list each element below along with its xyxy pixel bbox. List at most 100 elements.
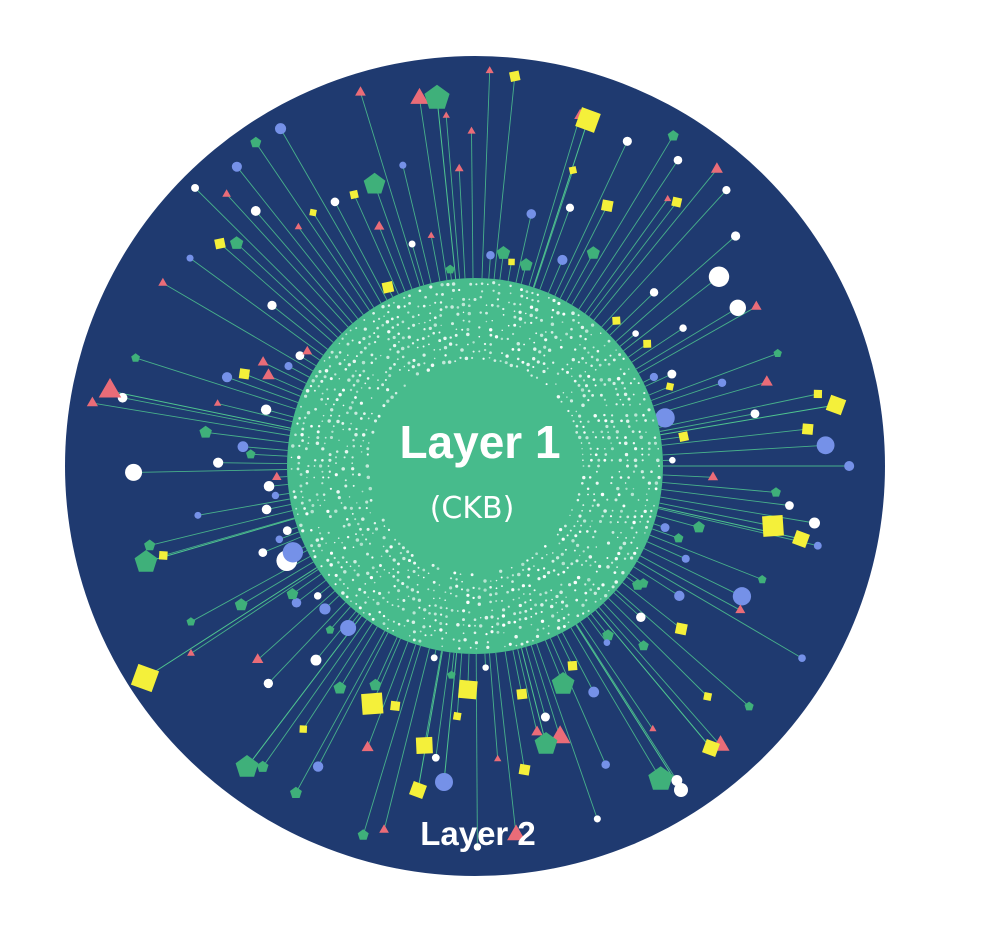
- texture-dot: [408, 294, 411, 298]
- texture-dot: [428, 343, 430, 346]
- texture-dot: [467, 343, 469, 346]
- texture-dot: [517, 572, 521, 577]
- texture-dot: [310, 509, 314, 514]
- texture-dot: [495, 579, 498, 582]
- texture-dot: [310, 424, 313, 428]
- texture-dot: [450, 305, 454, 309]
- node-white-circle: [632, 330, 639, 337]
- texture-dot: [433, 323, 438, 327]
- network-nodes: [86, 66, 855, 851]
- texture-dot: [439, 622, 443, 625]
- texture-dot: [555, 594, 559, 599]
- texture-dot: [321, 420, 324, 423]
- texture-dot: [606, 498, 609, 501]
- texture-dot: [599, 393, 603, 397]
- texture-dot: [604, 419, 608, 423]
- texture-dot: [338, 362, 342, 366]
- spoke-line: [623, 276, 720, 352]
- texture-dot: [422, 576, 425, 579]
- texture-dot: [597, 419, 601, 422]
- texture-dot: [355, 602, 358, 605]
- texture-dot: [346, 411, 349, 415]
- texture-dot: [337, 537, 340, 539]
- texture-dot: [432, 597, 435, 600]
- spoke-line: [557, 634, 573, 666]
- spoke-line: [517, 648, 538, 733]
- texture-dot: [567, 409, 570, 413]
- spoke-line: [189, 257, 324, 356]
- texture-dot: [323, 375, 327, 379]
- texture-dot: [325, 403, 327, 406]
- texture-dot: [584, 591, 588, 595]
- node-green-pentagon: [632, 579, 644, 590]
- node-yellow-square: [349, 189, 359, 200]
- texture-dot: [352, 438, 355, 442]
- texture-dot: [329, 563, 333, 567]
- texture-dot: [327, 419, 331, 423]
- texture-dot: [296, 422, 299, 425]
- texture-dot: [340, 566, 343, 569]
- texture-dot: [501, 585, 503, 588]
- texture-dot: [349, 329, 352, 332]
- node-yellow-square: [762, 515, 784, 537]
- texture-dot: [486, 641, 490, 644]
- texture-dot: [455, 584, 459, 588]
- node-yellow-square: [600, 199, 614, 212]
- texture-dot: [519, 325, 522, 328]
- texture-dot: [633, 377, 636, 381]
- texture-dot: [489, 600, 492, 604]
- texture-dot: [573, 580, 578, 585]
- texture-dot: [595, 546, 598, 548]
- node-yellow-square: [381, 280, 395, 294]
- texture-dot: [377, 317, 381, 321]
- texture-dot: [439, 301, 443, 304]
- texture-dot: [427, 335, 430, 338]
- texture-dot: [355, 370, 357, 372]
- texture-dot: [577, 493, 581, 496]
- node-green-pentagon: [186, 617, 196, 626]
- texture-dot: [334, 473, 338, 477]
- node-yellow-square: [643, 339, 652, 348]
- texture-dot: [416, 338, 419, 342]
- texture-dot: [647, 453, 650, 456]
- texture-dot: [328, 515, 332, 519]
- texture-dot: [582, 550, 585, 553]
- texture-dot: [580, 388, 585, 392]
- texture-dot: [516, 342, 521, 346]
- texture-dot: [569, 399, 574, 403]
- texture-dot: [392, 301, 395, 304]
- spoke-line: [190, 569, 319, 654]
- texture-dot: [459, 573, 462, 576]
- texture-dot: [636, 547, 639, 550]
- texture-dot: [310, 529, 313, 532]
- texture-dot: [431, 563, 435, 567]
- texture-dot: [371, 430, 375, 434]
- texture-dot: [366, 453, 369, 456]
- texture-dot: [540, 619, 545, 623]
- texture-dot: [315, 493, 319, 496]
- spoke-line: [525, 646, 546, 718]
- texture-dot: [341, 556, 345, 559]
- texture-dot: [536, 293, 539, 296]
- texture-dot: [397, 589, 401, 593]
- node-white-circle: [295, 351, 305, 361]
- texture-dot: [458, 639, 461, 642]
- spoke-line: [533, 170, 574, 288]
- node-green-pentagon: [256, 760, 269, 772]
- texture-dot: [411, 620, 416, 625]
- texture-dot: [332, 425, 335, 428]
- texture-dot: [591, 394, 594, 397]
- texture-dot: [478, 335, 481, 338]
- texture-dot: [560, 583, 563, 586]
- texture-dot: [632, 536, 635, 539]
- texture-dot: [344, 450, 349, 454]
- node-white-circle: [729, 299, 746, 317]
- texture-dot: [470, 573, 474, 577]
- texture-dot: [637, 382, 640, 385]
- node-green-pentagon: [586, 246, 600, 259]
- texture-dot: [362, 337, 366, 341]
- texture-dot: [533, 589, 536, 592]
- texture-dot: [444, 599, 446, 601]
- texture-dot: [302, 422, 305, 425]
- texture-dot: [454, 333, 458, 337]
